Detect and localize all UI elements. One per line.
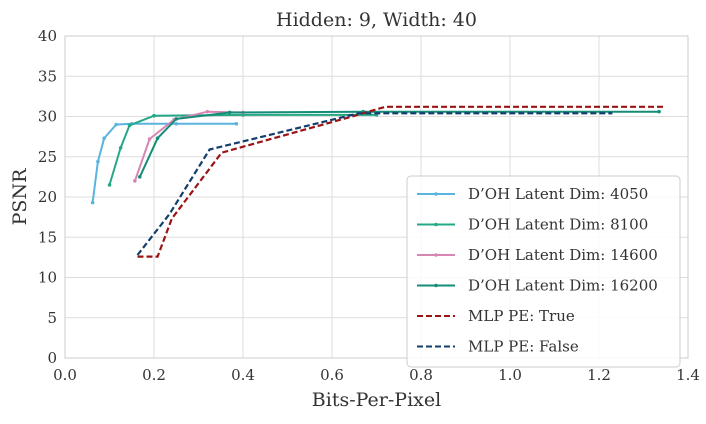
x-tick-label: 0.2 <box>142 366 166 384</box>
plot-frame <box>64 35 689 359</box>
legend-marker <box>434 283 438 288</box>
series-line <box>137 105 666 258</box>
data-point <box>155 136 160 141</box>
legend-label: MLP PE: False <box>468 338 579 356</box>
y-axis-label: PSNR <box>9 168 31 225</box>
legend-box <box>406 175 681 368</box>
x-tick-label: 1.0 <box>498 366 522 384</box>
y-tick-label: 20 <box>38 188 57 206</box>
legend-label: MLP PE: True <box>468 307 575 325</box>
legend-label: D’OH Latent Dim: 8100 <box>468 216 648 234</box>
series-line <box>138 110 660 178</box>
data-point <box>152 113 156 118</box>
chart-title: Hidden: 9, Width: 40 <box>276 9 477 31</box>
data-point <box>133 179 137 183</box>
series-line <box>136 112 613 256</box>
data-point <box>127 123 132 128</box>
data-point <box>137 175 142 179</box>
legend-item: D’OH Latent Dim: 8100 <box>417 216 648 234</box>
series-2 <box>133 109 245 183</box>
series-5 <box>136 112 613 256</box>
y-tick-label: 35 <box>38 67 57 85</box>
series-layer <box>90 105 666 258</box>
data-point <box>205 109 210 114</box>
x-tick-label: 0.0 <box>53 366 77 384</box>
y-tick-label: 10 <box>38 269 57 287</box>
y-tick-label: 25 <box>38 148 57 166</box>
data-point <box>174 117 179 121</box>
data-point <box>118 146 123 150</box>
x-axis-label: Bits-Per-Pixel <box>312 389 441 411</box>
data-point <box>174 121 179 126</box>
legend-label: D’OH Latent Dim: 4050 <box>468 185 648 203</box>
x-tick-label: 1.4 <box>676 366 700 384</box>
y-tick-label: 0 <box>47 349 57 367</box>
data-point <box>114 122 118 127</box>
series-4 <box>137 105 666 258</box>
legend: D’OH Latent Dim: 4050 D’OH Latent Dim: 81… <box>406 175 681 368</box>
legend-item: D’OH Latent Dim: 14600 <box>417 246 658 264</box>
legend-item: D’OH Latent Dim: 4050 <box>417 185 648 203</box>
legend-label: D’OH Latent Dim: 14600 <box>468 246 658 264</box>
y-tick-label: 15 <box>38 228 57 246</box>
y-tick-label: 40 <box>38 27 57 45</box>
x-tick-label: 0.8 <box>409 366 433 384</box>
data-point <box>102 136 106 141</box>
y-tick-label: 5 <box>47 309 57 327</box>
legend-item: MLP PE: False <box>417 338 579 356</box>
y-tick-label: 30 <box>38 108 57 126</box>
series-0 <box>90 121 239 205</box>
legend-marker <box>434 253 438 257</box>
data-point <box>90 200 95 205</box>
data-point <box>234 121 239 126</box>
x-tick-label: 0.4 <box>231 366 255 384</box>
legend-marker <box>434 222 438 227</box>
data-point <box>96 159 100 164</box>
data-point <box>147 137 152 141</box>
data-point <box>657 109 661 114</box>
legend-item: MLP PE: True <box>417 307 575 325</box>
legend-item: D’OH Latent Dim: 16200 <box>417 277 658 295</box>
legend-label: D’OH Latent Dim: 16200 <box>468 277 658 295</box>
data-point <box>227 110 232 115</box>
ticks: 0.0 0.2 0.4 0.6 0.8 1.0 1.2 1.4 0 5 10 15 20 25 30 35 40 <box>38 27 700 384</box>
x-tick-label: 0.6 <box>320 366 344 384</box>
series-3 <box>137 109 661 179</box>
series-line <box>108 113 377 186</box>
legend-marker <box>434 192 438 196</box>
data-point <box>107 183 112 187</box>
x-tick-label: 1.2 <box>587 366 611 384</box>
